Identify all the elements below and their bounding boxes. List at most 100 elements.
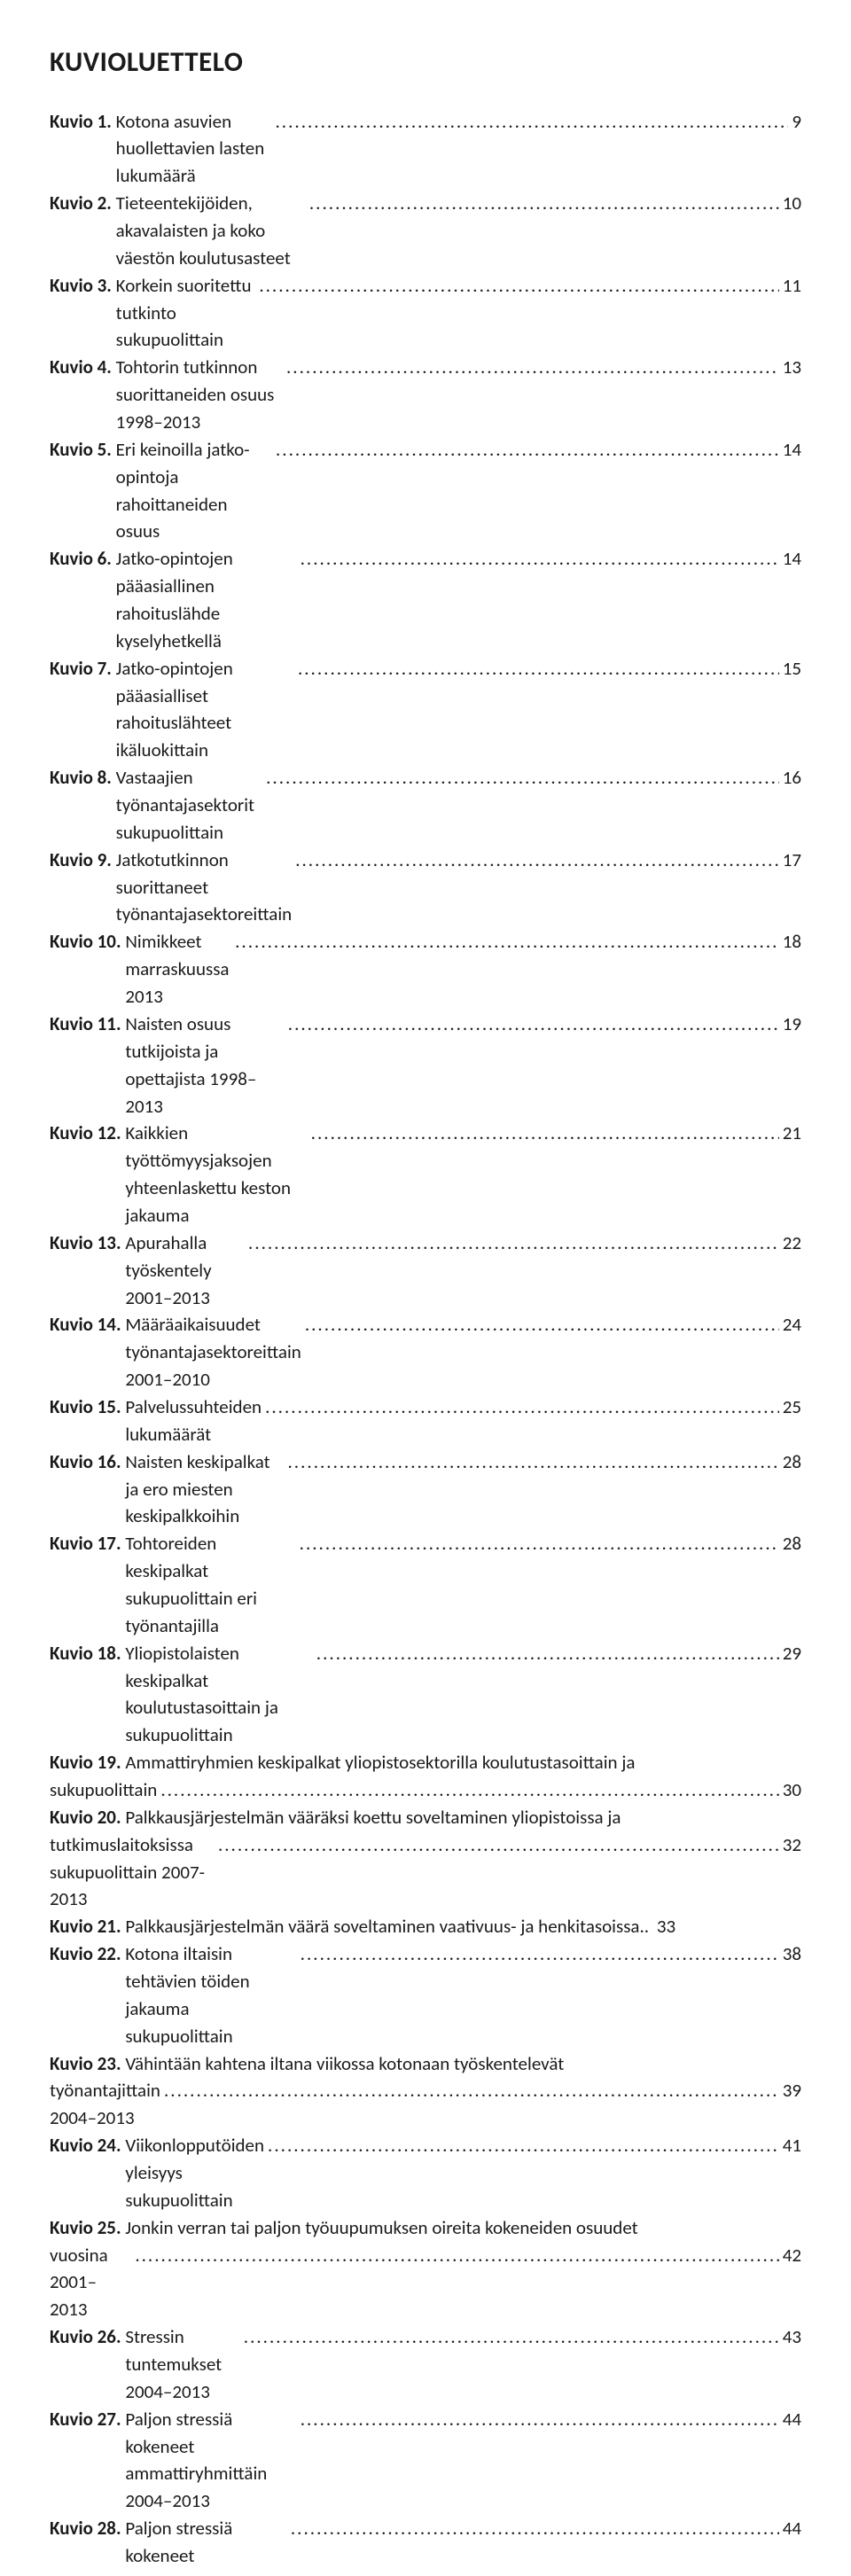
toc-entry-continuation: vuosina 2001–201342 bbox=[50, 2242, 801, 2324]
toc-leader bbox=[255, 272, 778, 300]
toc-label: Kuvio 21. bbox=[50, 1913, 121, 1940]
toc-entry: Kuvio 22. Kotona iltaisin tehtävien töid… bbox=[50, 1940, 801, 2049]
toc-leader bbox=[297, 1940, 779, 1968]
toc-description: Palkkausjärjestelmän väärä soveltaminen … bbox=[125, 1913, 639, 1940]
toc-leader bbox=[240, 2323, 779, 2351]
toc-page: 29 bbox=[779, 1640, 801, 1667]
toc-label: Kuvio 9. bbox=[50, 847, 112, 874]
toc-entry: Kuvio 15. Palvelussuhteiden lukumäärät25 bbox=[50, 1393, 801, 1448]
toc-leader bbox=[313, 1640, 779, 1667]
toc-leader bbox=[245, 1229, 779, 1257]
toc-leader bbox=[294, 655, 779, 683]
toc-entry: Kuvio 16. Naisten keskipalkat ja ero mie… bbox=[50, 1448, 801, 1531]
toc-label: Kuvio 3. bbox=[50, 272, 112, 300]
toc-page: 9 bbox=[788, 108, 801, 136]
toc-entry: Kuvio 10. Nimikkeet marraskuussa 2013 18 bbox=[50, 928, 801, 1011]
toc-label: Kuvio 11. bbox=[50, 1011, 121, 1038]
toc-entry: Kuvio 25. Jonkin verran tai paljon työuu… bbox=[50, 2214, 801, 2242]
toc-entry: Kuvio 7. Jatko-opintojen pääasialliset r… bbox=[50, 655, 801, 764]
toc-page: 38 bbox=[779, 1940, 801, 1968]
toc-description: Naisten osuus tutkijoista ja opettajista… bbox=[125, 1011, 284, 1120]
toc-label: Kuvio 26. bbox=[50, 2323, 121, 2351]
toc-description: Määräaikaisuudet työnantajasektoreittain… bbox=[125, 1311, 301, 1393]
toc-label: Kuvio 7. bbox=[50, 655, 112, 683]
toc-label: Kuvio 12. bbox=[50, 1120, 121, 1147]
toc-description: Kaikkien työttömyysjaksojen yhteenlasket… bbox=[125, 1120, 307, 1229]
toc-entry: Kuvio 26. Stressin tuntemukset 2004–2013… bbox=[50, 2323, 801, 2406]
toc-description: Palkkausjärjestelmän vääräksi koettu sov… bbox=[125, 1804, 801, 1831]
toc-page: 28 bbox=[779, 1448, 801, 1476]
toc-leader bbox=[272, 108, 789, 136]
toc-page: 39 bbox=[779, 2077, 801, 2104]
toc-label: Kuvio 24. bbox=[50, 2132, 121, 2159]
toc-page: 21 bbox=[779, 1120, 801, 1147]
toc-entry: Kuvio 24. Viikonlopputöiden yleisyys suk… bbox=[50, 2132, 801, 2214]
toc-entry-continuation: tutkimuslaitoksissa sukupuolittain 2007-… bbox=[50, 1831, 801, 1914]
toc-leader bbox=[284, 1448, 778, 1476]
figure-list: Kuvio 1. Kotona asuvien huollettavien la… bbox=[50, 108, 801, 2576]
toc-page: 28 bbox=[779, 1530, 801, 1557]
toc-leader bbox=[306, 190, 779, 217]
toc-leader: .. bbox=[640, 1913, 653, 1940]
toc-entry: Kuvio 5. Eri keinoilla jatko-opintoja ra… bbox=[50, 436, 801, 545]
toc-description: työnantajittain 2004–2013 bbox=[50, 2077, 160, 2132]
toc-description: Paljon stressiä kokeneet työnantajittain… bbox=[125, 2515, 287, 2576]
toc-label: Kuvio 6. bbox=[50, 545, 112, 573]
toc-entry: Kuvio 17. Tohtoreiden keskipalkat sukupu… bbox=[50, 1530, 801, 1639]
toc-page: 17 bbox=[779, 847, 801, 874]
toc-leader bbox=[308, 1120, 779, 1147]
toc-description: Nimikkeet marraskuussa 2013 bbox=[125, 928, 231, 1011]
toc-leader bbox=[292, 847, 779, 874]
toc-entry: Kuvio 19. Ammattiryhmien keskipalkat yli… bbox=[50, 1749, 801, 1776]
toc-entry: Kuvio 14. Määräaikaisuudet työnantajasek… bbox=[50, 1311, 801, 1393]
toc-label: Kuvio 19. bbox=[50, 1749, 121, 1776]
toc-label: Kuvio 22. bbox=[50, 1940, 121, 1968]
toc-leader bbox=[264, 2132, 779, 2159]
toc-description: Ammattiryhmien keskipalkat yliopistosekt… bbox=[125, 1749, 801, 1776]
toc-page: 18 bbox=[779, 928, 801, 956]
toc-leader bbox=[287, 2515, 779, 2542]
toc-description: Jatko-opintojen pääasiallinen rahoituslä… bbox=[116, 545, 297, 654]
toc-page: 15 bbox=[779, 655, 801, 683]
toc-entry: Kuvio 13. Apurahalla työskentely 2001–20… bbox=[50, 1229, 801, 1312]
toc-page: 41 bbox=[779, 2132, 801, 2159]
toc-entry: Kuvio 4. Tohtorin tutkinnon suorittaneid… bbox=[50, 354, 801, 436]
toc-entry: Kuvio 2. Tieteentekijöiden, akavalaisten… bbox=[50, 190, 801, 272]
toc-entry-continuation: työnantajittain 2004–2013 39 bbox=[50, 2077, 801, 2132]
toc-entry-continuation: sukupuolittain30 bbox=[50, 1776, 801, 1804]
toc-leader bbox=[262, 764, 779, 792]
toc-leader bbox=[262, 1393, 779, 1421]
toc-entry: Kuvio 6. Jatko-opintojen pääasiallinen r… bbox=[50, 545, 801, 654]
toc-label: Kuvio 10. bbox=[50, 928, 121, 956]
toc-description: Jatko-opintojen pääasialliset rahoituslä… bbox=[116, 655, 294, 764]
toc-page: 43 bbox=[779, 2323, 801, 2351]
toc-page: 19 bbox=[779, 1011, 801, 1038]
toc-leader bbox=[285, 1011, 779, 1038]
toc-entry: Kuvio 9. Jatkotutkinnon suorittaneet työ… bbox=[50, 847, 801, 929]
toc-description: tutkimuslaitoksissa sukupuolittain 2007-… bbox=[50, 1831, 215, 1914]
toc-entry: Kuvio 21. Palkkausjärjestelmän väärä sov… bbox=[50, 1913, 801, 1940]
toc-entry: Kuvio 12. Kaikkien työttömyysjaksojen yh… bbox=[50, 1120, 801, 1229]
toc-description: Eri keinoilla jatko-opintoja rahoittanei… bbox=[116, 436, 272, 545]
toc-leader bbox=[231, 928, 779, 956]
toc-leader bbox=[272, 436, 779, 464]
toc-page: 13 bbox=[779, 354, 801, 381]
toc-page: 10 bbox=[779, 190, 801, 217]
toc-entry: Kuvio 8. Vastaajien työnantajasektorit s… bbox=[50, 764, 801, 847]
toc-description: Paljon stressiä kokeneet ammattiryhmittä… bbox=[125, 2406, 296, 2515]
toc-description: Tieteentekijöiden, akavalaisten ja koko … bbox=[116, 190, 306, 272]
toc-page: 11 bbox=[779, 272, 801, 300]
toc-description: Vastaajien työnantajasektorit sukupuolit… bbox=[116, 764, 262, 847]
toc-description: Viikonlopputöiden yleisyys sukupuolittai… bbox=[125, 2132, 264, 2214]
toc-leader bbox=[296, 1530, 779, 1557]
toc-page: 33 bbox=[653, 1913, 675, 1940]
toc-leader bbox=[215, 1831, 779, 1859]
toc-label: Kuvio 2. bbox=[50, 190, 112, 217]
toc-page: 44 bbox=[779, 2515, 801, 2542]
toc-entry: Kuvio 28. Paljon stressiä kokeneet työna… bbox=[50, 2515, 801, 2576]
toc-description: vuosina 2001–2013 bbox=[50, 2242, 131, 2324]
toc-entry: Kuvio 11. Naisten osuus tutkijoista ja o… bbox=[50, 1011, 801, 1120]
toc-label: Kuvio 27. bbox=[50, 2406, 121, 2433]
toc-leader bbox=[131, 2242, 778, 2269]
toc-description: Kotona asuvien huollettavien lasten luku… bbox=[116, 108, 272, 191]
